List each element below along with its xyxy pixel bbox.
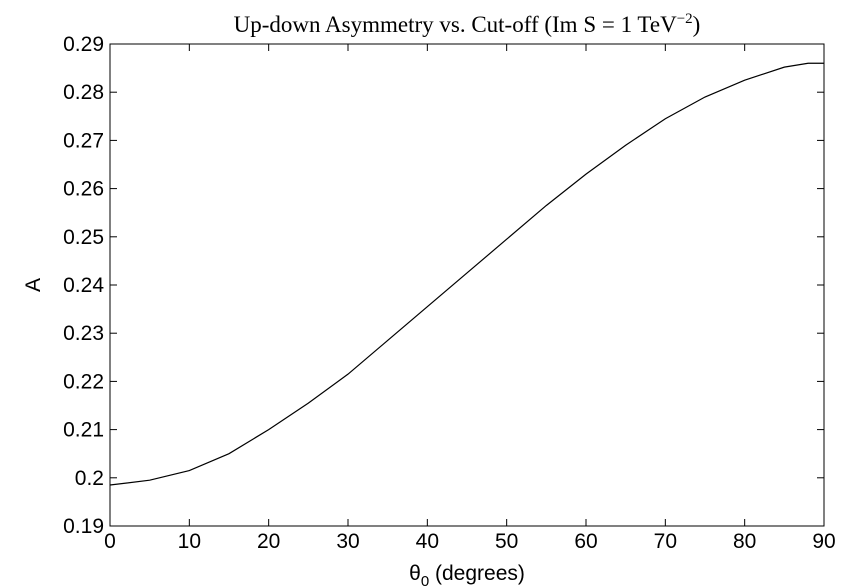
- x-label-text: (degrees): [429, 562, 525, 585]
- x-tick-label: 90: [812, 530, 835, 553]
- x-label-sub: 0: [421, 573, 429, 587]
- title-sup: −2: [677, 11, 693, 27]
- x-tick-label: 40: [416, 530, 439, 553]
- y-tick-label: 0.28: [63, 81, 104, 104]
- x-tick-label: 70: [654, 530, 677, 553]
- x-axis-label: θ0 (degrees): [409, 562, 525, 587]
- y-tick-label: 0.24: [63, 274, 104, 297]
- plot-frame: [109, 43, 825, 527]
- y-tick-label: 0.22: [63, 370, 104, 393]
- data-line: [109, 62, 824, 486]
- y-tick-label: 0.26: [63, 178, 104, 201]
- chart-title: Up-down Asymmetry vs. Cut-off (Im S = 1 …: [234, 11, 701, 37]
- y-tick-label: 0.19: [63, 515, 104, 538]
- x-label-symbol: θ: [409, 562, 421, 585]
- y-tick-label: 0.2: [75, 467, 104, 490]
- title-tail: ): [693, 12, 701, 37]
- y-tick-label: 0.27: [63, 129, 104, 152]
- y-tick-label: 0.21: [63, 419, 104, 442]
- x-tick-label: 20: [257, 530, 280, 553]
- y-tick-label: 0.25: [63, 226, 104, 249]
- x-tick-label: 30: [336, 530, 359, 553]
- x-tick-label: 60: [574, 530, 597, 553]
- title-text: Up-down Asymmetry vs. Cut-off (Im S = 1 …: [234, 12, 677, 37]
- y-tick-label: 0.29: [63, 33, 104, 56]
- x-tick-label: 10: [178, 530, 201, 553]
- x-tick-label: 80: [733, 530, 756, 553]
- y-axis-label: A: [22, 278, 45, 292]
- x-tick-label: 0: [104, 530, 116, 553]
- y-tick-label: 0.23: [63, 322, 104, 345]
- x-tick-label: 50: [495, 530, 518, 553]
